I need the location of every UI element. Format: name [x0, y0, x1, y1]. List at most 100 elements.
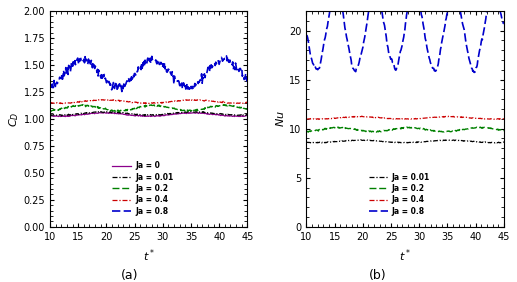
Line: Ja = 0.2: Ja = 0.2 [307, 127, 504, 132]
Ja = 0.2 [242, 107, 249, 111]
Ja = 0.2 [47, 109, 53, 113]
Ja = 0.2 [164, 105, 171, 109]
Ja = 0.8 [164, 70, 170, 74]
Ja = 0.4 [303, 117, 310, 120]
Ja = 0.01 [189, 110, 195, 113]
Ja = 0 [237, 114, 243, 118]
Ja = 0.8 [245, 80, 251, 83]
Ja = 0.8 [420, 25, 427, 28]
Ja = 0.2 [493, 128, 499, 131]
Ja = 0 [139, 115, 145, 118]
Ja = 0.2 [305, 131, 311, 134]
Ja = 0.01 [164, 112, 170, 115]
Ja = 0.8 [47, 88, 53, 92]
Ja = 0.8 [153, 58, 159, 62]
Ja = 0.01 [245, 113, 251, 116]
Ja = 0.01 [358, 138, 364, 142]
Ja = 0.2 [501, 129, 507, 133]
Ja = 0 [164, 113, 171, 117]
Line: Ja = 0.8: Ja = 0.8 [50, 56, 248, 92]
Ja = 0 [153, 114, 159, 118]
Y-axis label: $Nu$: $Nu$ [275, 111, 286, 127]
Ja = 0 [242, 114, 249, 117]
Line: Ja = 0.2: Ja = 0.2 [50, 105, 248, 112]
Ja = 0.8 [499, 18, 505, 21]
Ja = 0.01 [242, 114, 249, 117]
Ja = 0.4 [394, 117, 401, 121]
Ja = 0.2 [499, 129, 505, 133]
Y-axis label: $C_D$: $C_D$ [7, 111, 21, 127]
Ja = 0.2 [80, 103, 86, 106]
Ja = 0.8 [99, 74, 105, 78]
Text: (a): (a) [120, 269, 138, 282]
Ja = 0.2 [245, 107, 251, 111]
Ja = 0.4 [188, 98, 194, 101]
Ja = 0.2 [475, 125, 481, 129]
Ja = 0.4 [237, 101, 243, 105]
Ja = 0.01 [357, 139, 363, 142]
Ja = 0.2 [237, 106, 243, 110]
Ja = 0.01 [139, 113, 145, 116]
Ja = 0.8 [223, 54, 230, 58]
Line: Ja = 0: Ja = 0 [50, 112, 248, 117]
Ja = 0.2 [409, 126, 415, 130]
Ja = 0.4 [420, 117, 427, 120]
Ja = 0.2 [114, 110, 120, 114]
Ja = 0 [47, 114, 53, 117]
Ja = 0.4 [59, 102, 66, 105]
Legend: Ja = 0, Ja = 0.01, Ja = 0.2, Ja = 0.4, Ja = 0.8: Ja = 0, Ja = 0.01, Ja = 0.2, Ja = 0.4, J… [109, 158, 176, 219]
Line: Ja = 0.4: Ja = 0.4 [307, 116, 504, 120]
Ja = 0.4 [100, 98, 107, 101]
Ja = 0.2 [153, 104, 159, 107]
Line: Ja = 0.8: Ja = 0.8 [307, 0, 504, 72]
Ja = 0.4 [164, 100, 170, 104]
Ja = 0.8 [242, 72, 249, 75]
Ja = 0.01 [47, 113, 53, 116]
Ja = 0.01 [153, 113, 159, 117]
Ja = 0.4 [399, 118, 405, 121]
Ja = 0.2 [420, 127, 427, 130]
Ja = 0.8 [303, 34, 310, 38]
Ja = 0 [62, 115, 68, 118]
Ja = 0.4 [242, 101, 249, 104]
Ja = 0.4 [446, 114, 452, 118]
Ja = 0.8 [472, 71, 478, 74]
Ja = 0.01 [501, 141, 507, 144]
X-axis label: $t^*$: $t^*$ [399, 247, 412, 264]
Ja = 0.4 [139, 101, 145, 104]
Ja = 0.4 [493, 118, 499, 121]
Ja = 0.01 [237, 114, 243, 117]
Ja = 0.01 [396, 141, 402, 144]
Ja = 0.8 [501, 22, 507, 25]
Ja = 0.4 [153, 101, 159, 105]
Legend: Ja = 0.01, Ja = 0.2, Ja = 0.4, Ja = 0.8: Ja = 0.01, Ja = 0.2, Ja = 0.4, Ja = 0.8 [366, 170, 433, 219]
Ja = 0.8 [395, 62, 401, 66]
Ja = 0.01 [303, 140, 310, 144]
Text: (b): (b) [369, 269, 386, 282]
Ja = 0 [245, 114, 251, 118]
Ja = 0.2 [139, 104, 145, 108]
Ja = 0 [100, 111, 107, 115]
Ja = 0.2 [100, 107, 107, 111]
Ja = 0.4 [356, 115, 362, 118]
Ja = 0.4 [245, 101, 251, 104]
Ja = 0.2 [303, 129, 310, 133]
Ja = 0.01 [499, 141, 505, 144]
Ja = 0 [101, 111, 108, 114]
Line: Ja = 0.01: Ja = 0.01 [50, 111, 248, 116]
Ja = 0.4 [499, 117, 505, 120]
Ja = 0.01 [59, 114, 65, 118]
Ja = 0.2 [357, 129, 363, 133]
Ja = 0.01 [421, 140, 427, 144]
Ja = 0.4 [47, 101, 53, 104]
Ja = 0.01 [318, 141, 325, 145]
Ja = 0.01 [493, 141, 499, 144]
Ja = 0.4 [501, 117, 507, 120]
Ja = 0.8 [237, 67, 243, 70]
Ja = 0.8 [139, 61, 145, 64]
Line: Ja = 0.4: Ja = 0.4 [50, 100, 248, 103]
Ja = 0.8 [356, 61, 362, 64]
Line: Ja = 0.01: Ja = 0.01 [307, 140, 504, 143]
Ja = 0.01 [100, 111, 107, 114]
Ja = 0.8 [119, 90, 125, 93]
